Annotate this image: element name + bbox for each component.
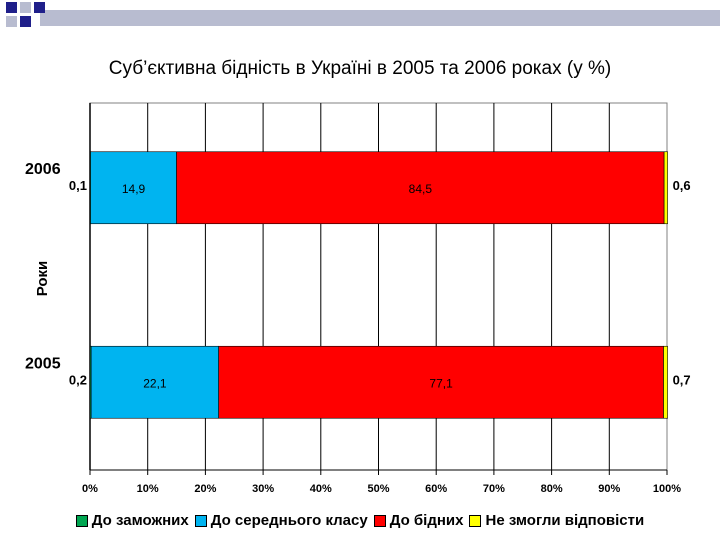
legend-label: Не змогли відповісти [485,512,645,529]
legend-item: Не змогли відповісти [469,512,644,529]
legend-item: До бідних [373,512,464,529]
data-label: 77,1 [429,376,453,390]
data-label: 0,1 [69,178,87,193]
x-tick-label: 0% [82,483,98,495]
data-label: 22,1 [143,376,167,390]
legend-swatch [373,514,386,527]
data-label: 84,5 [409,182,433,196]
bar-segment [176,151,665,225]
x-tick-label: 30% [252,483,274,495]
legend-label: До бідних [389,512,464,529]
y-axis-title: Роки [34,261,51,297]
chart-title: Суб’єктивна бідність в Україні в 2005 та… [108,58,612,79]
category-label: 2006 [25,161,61,178]
legend-swatch [469,514,482,527]
data-label: 0,6 [673,178,691,193]
header-square [20,2,31,13]
legend-label: До заможних [91,512,189,529]
x-tick-label: 50% [367,483,389,495]
header-square [20,16,31,27]
legend-swatch [75,514,88,527]
bar-segment [218,345,664,419]
header-square [6,16,17,27]
x-tick-label: 100% [653,483,681,495]
bar-segment [90,151,177,225]
data-label: 14,9 [122,182,146,196]
slide-decoration [6,2,720,27]
bar-segment [663,151,668,225]
bar-chart: 0% 10% 20% 30% 40% 50% 60% 70% 80% 90% 100% Роки 0,1… [25,102,691,495]
legend-item: До заможних [75,512,189,529]
category-label: 2005 [25,355,61,372]
data-label: 0,7 [673,372,691,387]
x-tick-label: 20% [194,483,216,495]
legend-label: До середнього класу [210,512,368,529]
header-square [34,2,45,13]
x-tick-label: 40% [310,483,332,495]
legend-item: До середнього класу [194,512,368,529]
bar-segment [663,345,668,419]
x-tick-label: 10% [137,483,159,495]
chart-legend: До заможних До середнього класу До бідних Н… [0,512,720,529]
x-tick-label: 70% [483,483,505,495]
legend-swatch [194,514,207,527]
x-tick-label: 90% [598,483,620,495]
x-tick-label: 60% [425,483,447,495]
header-square [6,2,17,13]
x-tick-label: 80% [541,483,563,495]
header-stripe [40,10,720,26]
data-label: 0,2 [69,372,87,387]
